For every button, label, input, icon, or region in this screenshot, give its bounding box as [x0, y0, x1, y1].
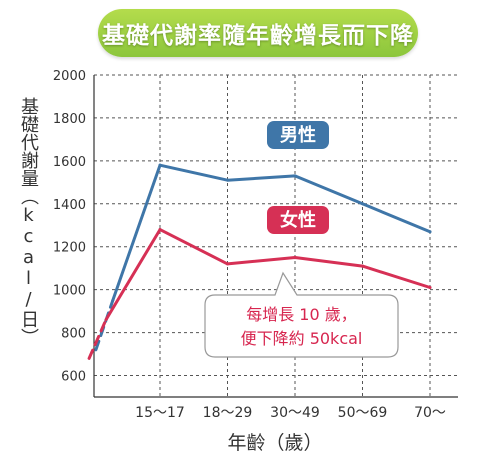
callout-bubble — [204, 271, 399, 358]
series-label-male: 男性 — [280, 124, 316, 146]
series-line-female — [104, 228, 432, 322]
y-tick-label-2000: 2000 — [53, 69, 86, 84]
x-tick-label-2: 30～49 — [270, 405, 320, 421]
title-banner: 基礎代謝率隨年齡增長而下降 — [98, 9, 418, 57]
axes — [93, 75, 458, 398]
tick-labels: 600 800 1000 1200 1400 1600 1800 2000 15～17 18～29… — [53, 69, 446, 421]
y-tick-label-800: 800 — [61, 327, 86, 342]
annotation-line-0: 每增長 10 歲， — [246, 305, 357, 324]
y-tick-label-1400: 1400 — [53, 198, 86, 213]
x-tick-label-0: 15～17 — [135, 405, 185, 421]
x-tick-label-3: 50～69 — [338, 405, 388, 421]
data-point-male-0 — [158, 163, 162, 167]
data-point-male-4 — [428, 230, 432, 234]
data-point-male-3 — [361, 202, 364, 206]
data-point-female-4 — [428, 286, 432, 290]
y-tick-label-1800: 1800 — [53, 112, 86, 127]
chart-title: 基礎代謝率隨年齡增長而下降 — [102, 23, 414, 49]
y-axis-label: 基礎代謝量（kcal/日） — [18, 97, 39, 346]
y-tick-label-600: 600 — [61, 370, 86, 385]
x-axis-label: 年齡（歲） — [227, 432, 323, 454]
data-point-male-1 — [226, 178, 229, 182]
y-tick-label-1200: 1200 — [53, 241, 86, 256]
series-leadin-female — [87, 318, 108, 360]
series-label-female: 女性 — [280, 209, 316, 231]
series-label-bg-female — [267, 206, 329, 234]
x-tick-label-1: 18～29 — [203, 405, 253, 421]
data-point-female-0 — [158, 228, 162, 232]
annotation-callout: 每增長 10 歲， 便下降約 50kcal — [204, 271, 399, 358]
series-lines — [87, 163, 432, 360]
data-point-male-2 — [293, 174, 297, 178]
data-point-female-1 — [226, 262, 229, 266]
series-label-bg-male — [267, 121, 329, 149]
y-tick-label-1000: 1000 — [53, 284, 86, 299]
series-leadin-male — [94, 298, 115, 352]
y-tick-label-1600: 1600 — [53, 155, 86, 170]
annotation-line-1: 便下降約 50kcal — [241, 329, 363, 348]
data-point-female-3 — [361, 264, 364, 268]
series-line-male — [111, 163, 432, 302]
data-point-female-2 — [293, 255, 297, 259]
x-tick-label-4: 70～ — [414, 405, 446, 421]
